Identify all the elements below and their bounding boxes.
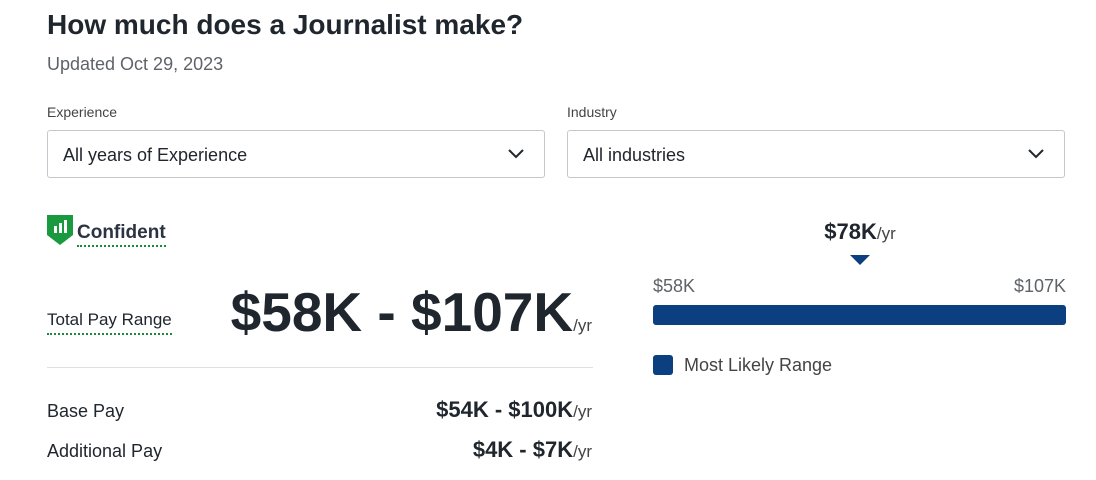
filter-label: Experience (47, 104, 118, 120)
median-value: $78K (824, 219, 877, 244)
total-pay-value: $58K - $107K (230, 281, 574, 343)
confidence-icon (47, 215, 73, 245)
filter-label: Industry (567, 104, 617, 120)
unit: /yr (876, 224, 896, 243)
legend-swatch (653, 355, 673, 375)
experience-select[interactable]: All years of Experience (47, 130, 545, 178)
range-low: $58K (653, 276, 696, 296)
range-bar (653, 305, 1066, 325)
additional-pay-value: $4K - $7K (472, 437, 574, 462)
unit: /yr (573, 402, 592, 421)
select-value: All industries (583, 145, 686, 165)
chevron (508, 149, 524, 159)
chevron (1028, 149, 1044, 159)
select-value: All years of Experience (63, 145, 248, 165)
base-pay: $54K - $100K/yr (436, 397, 592, 423)
median: $78K/yr (760, 219, 960, 245)
additional-pay: $4K - $7K/yr (473, 437, 592, 463)
additional-pay-label: Additional Pay (47, 441, 163, 461)
confidence-label[interactable]: Confident (77, 222, 166, 247)
base-pay-label: Base Pay (47, 401, 125, 421)
page-title: How much does a Journalist make? (47, 9, 524, 40)
range-high: $107K (1013, 276, 1066, 296)
legend-label: Most Likely Range (684, 355, 833, 375)
industry-select[interactable]: All industries (567, 130, 1065, 178)
unit: /yr (573, 316, 592, 335)
divider (47, 367, 593, 368)
updated-date: Updated Oct 29, 2023 (47, 54, 224, 74)
total-pay: $58K - $107K/yr (231, 280, 592, 344)
total-pay-label[interactable]: Total Pay Range (47, 310, 172, 335)
median-marker (850, 255, 870, 265)
base-pay-value: $54K - $100K (436, 397, 574, 422)
unit: /yr (573, 442, 592, 461)
